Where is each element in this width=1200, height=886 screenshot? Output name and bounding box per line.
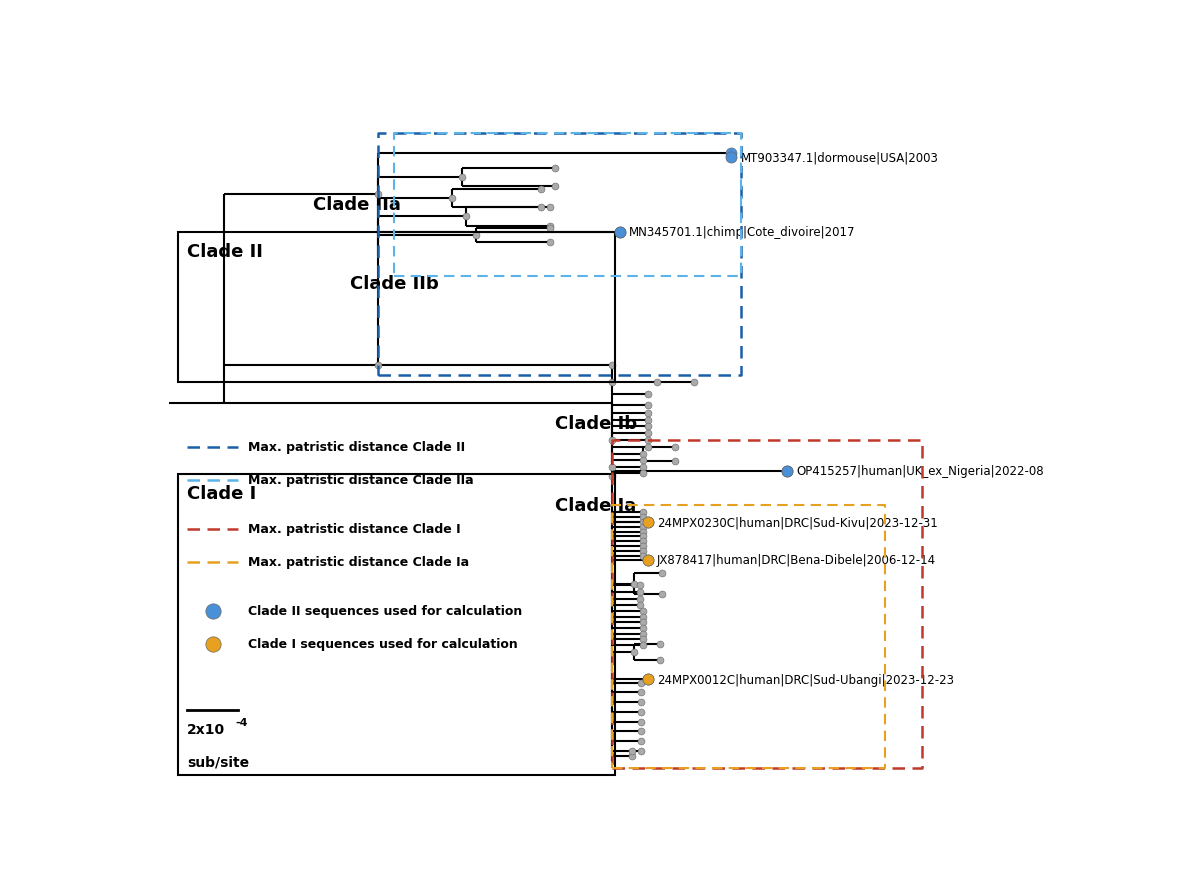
Text: Clade IIb: Clade IIb (350, 275, 439, 292)
Text: Clade IIa: Clade IIa (313, 197, 401, 214)
Text: -4: -4 (235, 717, 248, 727)
Text: 24MPX0230C|human|DRC|Sud-Kivu|2023-12-31: 24MPX0230C|human|DRC|Sud-Kivu|2023-12-31 (656, 516, 937, 529)
Text: MN345701.1|chimp|Cote_divoire|2017: MN345701.1|chimp|Cote_divoire|2017 (629, 226, 856, 239)
Text: Max. patristic distance Clade Ia: Max. patristic distance Clade Ia (247, 556, 469, 569)
Text: OP415257|human|UK_ex_Nigeria|2022-08: OP415257|human|UK_ex_Nigeria|2022-08 (797, 465, 1044, 478)
Text: Clade I sequences used for calculation: Clade I sequences used for calculation (247, 637, 517, 650)
Text: Clade I: Clade I (187, 485, 257, 503)
Text: Max. patristic distance Clade II: Max. patristic distance Clade II (247, 441, 464, 454)
Text: MT903347.1|dormouse|USA|2003: MT903347.1|dormouse|USA|2003 (740, 151, 938, 164)
Text: 24MPX0012C|human|DRC|Sud-Ubangi|2023-12-23: 24MPX0012C|human|DRC|Sud-Ubangi|2023-12-… (656, 672, 954, 686)
Text: Clade Ia: Clade Ia (554, 496, 636, 515)
Text: Clade II sequences used for calculation: Clade II sequences used for calculation (247, 604, 522, 618)
Bar (178, 232, 616, 383)
Text: Max. patristic distance Clade I: Max. patristic distance Clade I (247, 523, 461, 536)
Text: Clade Ib: Clade Ib (554, 415, 637, 432)
Text: 2x10: 2x10 (187, 722, 226, 736)
Text: Max. patristic distance Clade IIa: Max. patristic distance Clade IIa (247, 474, 473, 486)
Text: sub/site: sub/site (187, 755, 250, 769)
Text: JX878417|human|DRC|Bena-Dibele|2006-12-14: JX878417|human|DRC|Bena-Dibele|2006-12-1… (656, 554, 936, 566)
Bar (178, 475, 616, 775)
Text: Clade II: Clade II (187, 243, 263, 260)
